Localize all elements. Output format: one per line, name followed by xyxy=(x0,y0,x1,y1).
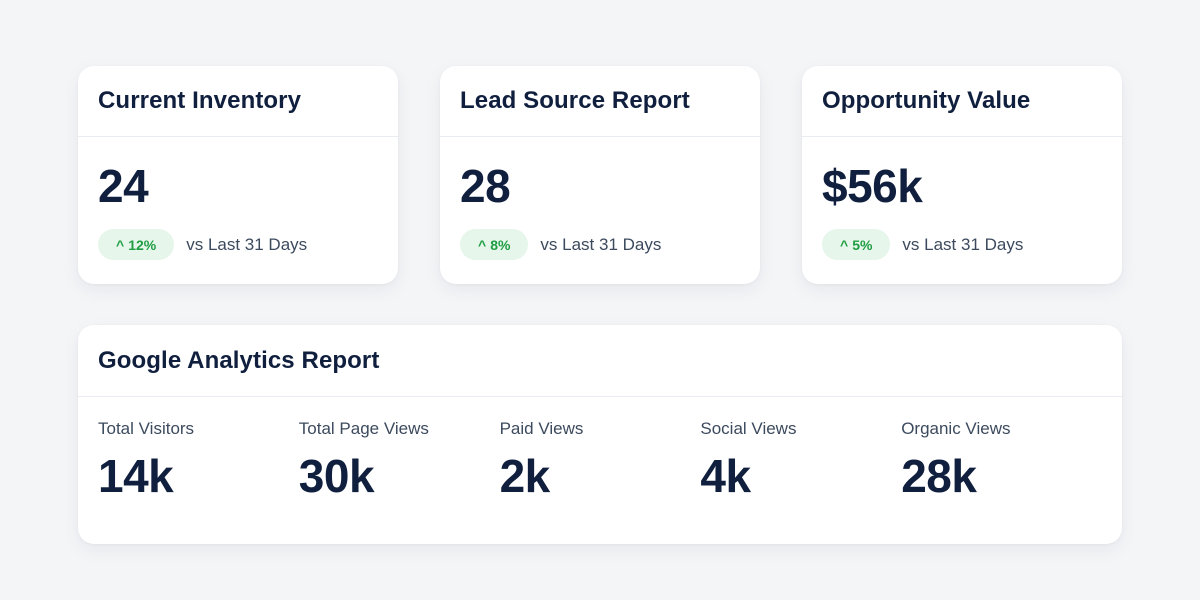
card-title: Opportunity Value xyxy=(822,87,1031,114)
kpi-card-opportunity-value: Opportunity Value $56k ^ 5% vs Last 31 D… xyxy=(802,66,1122,284)
delta-percent: 5% xyxy=(852,236,873,253)
metric-social-views: Social Views 4k xyxy=(700,419,901,499)
google-analytics-card: Google Analytics Report Total Visitors 1… xyxy=(78,325,1122,544)
metric-label: Social Views xyxy=(700,419,797,438)
metric-total-page-views: Total Page Views 30k xyxy=(299,419,500,499)
kpi-value: 24 xyxy=(98,160,149,212)
metric-paid-views: Paid Views 2k xyxy=(500,419,701,499)
metric-label: Organic Views xyxy=(901,419,1011,438)
comparison-text: vs Last 31 Days xyxy=(540,234,662,254)
kpi-value: $56k xyxy=(822,160,923,212)
delta-percent: 12% xyxy=(128,236,157,253)
metric-label: Total Page Views xyxy=(298,419,429,438)
delta-badge: ^ 8% xyxy=(460,229,529,260)
card-title: Google Analytics Report xyxy=(98,346,380,374)
kpi-value: 28 xyxy=(460,160,511,212)
analytics-metrics: Total Visitors 14k Total Page Views 30k … xyxy=(78,419,1122,499)
metric-value: 2k xyxy=(499,450,551,502)
delta-badge: ^ 5% xyxy=(822,229,891,260)
metric-value: 4k xyxy=(700,450,751,502)
metric-organic-views: Organic Views 28k xyxy=(901,419,1102,499)
arrow-up-icon: ^ xyxy=(478,236,487,253)
delta-percent: 8% xyxy=(490,236,511,253)
metric-total-visitors: Total Visitors 14k xyxy=(98,419,299,499)
card-header: Google Analytics Report xyxy=(78,325,1122,397)
kpi-card-lead-source-report: Lead Source Report 28 ^ 8% vs Last 31 Da… xyxy=(440,66,760,284)
card-header: Lead Source Report xyxy=(440,66,760,137)
card-header: Current Inventory xyxy=(78,66,398,137)
arrow-up-icon: ^ xyxy=(116,236,125,253)
card-header: Opportunity Value xyxy=(802,66,1122,137)
metric-value: 28k xyxy=(901,450,977,502)
arrow-up-icon: ^ xyxy=(840,236,849,253)
metric-value: 14k xyxy=(98,450,174,502)
card-title: Current Inventory xyxy=(98,87,302,114)
delta-badge: ^ 12% xyxy=(98,229,175,260)
metric-label: Paid Views xyxy=(499,419,584,438)
comparison-text: vs Last 31 Days xyxy=(186,234,308,254)
card-title: Lead Source Report xyxy=(460,87,690,114)
metric-value: 30k xyxy=(298,450,375,502)
metric-label: Total Visitors xyxy=(98,419,195,438)
kpi-card-current-inventory: Current Inventory 24 ^ 12% vs Last 31 Da… xyxy=(78,66,398,284)
comparison-text: vs Last 31 Days xyxy=(902,234,1024,254)
